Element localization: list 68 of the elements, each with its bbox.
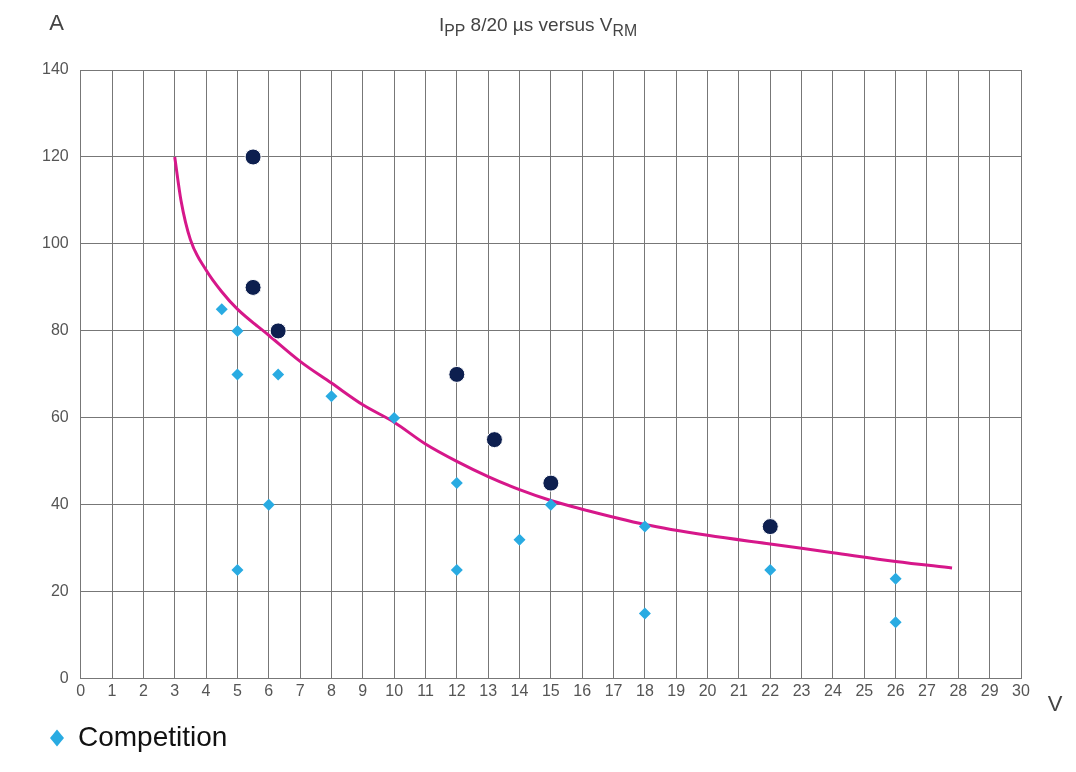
x-tick-label: 6 [264, 681, 274, 699]
x-tick-label: 27 [918, 681, 936, 699]
x-tick-label: 10 [385, 681, 404, 699]
point [450, 477, 463, 490]
point [325, 390, 338, 403]
x-tick-label: 19 [667, 681, 686, 699]
point [231, 324, 244, 337]
legend-label: Competition [78, 720, 228, 752]
point [215, 303, 228, 316]
point [388, 411, 401, 424]
x-tick-label: 0 [76, 681, 86, 699]
x-tick-label: 30 [1012, 681, 1030, 699]
x-tick-label: 1 [107, 681, 117, 699]
y-tick-label: 120 [41, 147, 69, 165]
x-tick-label: 24 [824, 681, 842, 699]
x-tick-label: 28 [949, 681, 968, 699]
x-tick-label: 29 [980, 681, 999, 699]
point [764, 564, 777, 577]
point [262, 498, 275, 511]
y-tick-label: 100 [41, 234, 69, 252]
y-tick-label: 40 [50, 495, 69, 513]
y-tick-label: 140 [41, 60, 69, 78]
y-tick-label: 60 [50, 408, 69, 426]
x-tick-label: 3 [170, 681, 180, 699]
line-series [173, 155, 954, 570]
point [269, 322, 287, 340]
chart-title: I$_{PP}$ 8/20 µs versus V$_{RM}$ [438, 14, 638, 39]
x-tick-label: 15 [541, 681, 560, 699]
x-tick-label: 26 [886, 681, 905, 699]
point [450, 564, 463, 577]
y-tick-label: 20 [50, 582, 69, 600]
y-tick-label: 80 [50, 321, 69, 339]
x-tick-label: 12 [447, 681, 466, 699]
point [448, 365, 466, 383]
point [244, 278, 262, 296]
x-tick-label: 4 [201, 681, 211, 699]
x-tick-label: 13 [479, 681, 498, 699]
x-tick-label: 25 [855, 681, 874, 699]
x-tick-label: 11 [417, 681, 434, 699]
point [544, 498, 557, 511]
x-tick-label: 14 [510, 681, 529, 699]
point [761, 518, 779, 536]
y-axis-title: A [49, 10, 65, 36]
x-tick-label: 21 [730, 681, 748, 699]
x-tick-label: 20 [698, 681, 717, 699]
x-tick-label: 7 [295, 681, 305, 699]
x-tick-label: 18 [635, 681, 654, 699]
x-tick-label: 8 [326, 681, 336, 699]
point [638, 607, 651, 620]
point [231, 368, 244, 381]
point [272, 368, 285, 381]
x-tick-label: 5 [232, 681, 242, 699]
x-tick-label: 16 [573, 681, 592, 699]
point [244, 148, 262, 166]
x-tick-label: 23 [792, 681, 811, 699]
y-tick-label: 0 [59, 669, 69, 687]
point [231, 564, 244, 577]
point [485, 431, 503, 449]
x-axis-title: V [1047, 690, 1063, 716]
x-tick-label: 9 [358, 681, 368, 699]
point [638, 520, 651, 533]
x-tick-label: 22 [761, 681, 780, 699]
x-tick-label: 2 [138, 681, 148, 699]
point [889, 572, 902, 585]
point [542, 474, 560, 492]
point [889, 616, 902, 629]
point [513, 533, 526, 546]
x-tick-label: 17 [604, 681, 623, 699]
